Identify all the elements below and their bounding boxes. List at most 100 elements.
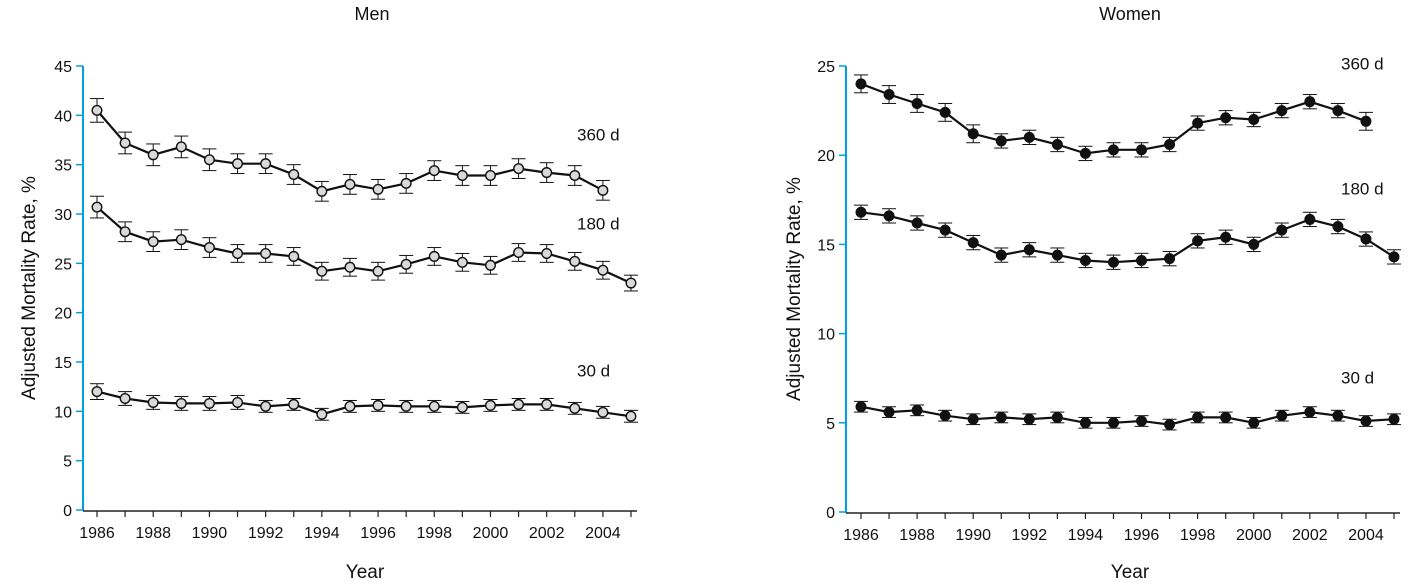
women-data-point — [1051, 138, 1063, 150]
men-x-tick-label: 2002 — [529, 525, 565, 542]
women-data-point — [1220, 112, 1232, 124]
women-x-tick-label: 1996 — [1124, 527, 1160, 544]
men-data-point — [569, 402, 581, 414]
men-y-tick-label: 15 — [54, 355, 72, 372]
women-data-point — [1304, 406, 1316, 418]
women-data-point — [1248, 417, 1260, 429]
women-series-label: 30 d — [1341, 369, 1374, 388]
men-x-tick-label: 1992 — [248, 525, 284, 542]
women-data-point — [1051, 411, 1063, 423]
women-data-point — [911, 404, 923, 416]
men-chart-title: Men — [354, 4, 389, 24]
men-y-tick-label: 40 — [54, 108, 72, 125]
women-data-point — [1164, 138, 1176, 150]
women-data-point — [1220, 411, 1232, 423]
women-data-point — [967, 128, 979, 140]
men-data-point — [344, 261, 356, 273]
men-y-tick-label: 45 — [54, 59, 72, 76]
men-data-point — [597, 264, 609, 276]
men-data-point — [288, 398, 300, 410]
women-series-30d: 30 d — [854, 369, 1401, 431]
men-data-point — [91, 386, 103, 398]
men-x-tick-label: 1998 — [416, 525, 452, 542]
women-y-tick-label: 10 — [817, 327, 835, 344]
women-data-point — [1051, 249, 1063, 261]
men-data-point — [203, 154, 215, 166]
women-data-point — [1164, 419, 1176, 431]
men-data-point — [232, 396, 244, 408]
men-data-point — [372, 265, 384, 277]
men-data-point — [147, 236, 159, 248]
men-data-point — [232, 247, 244, 259]
men-data-point — [484, 170, 496, 182]
men-data-point — [372, 399, 384, 411]
women-data-point — [1248, 114, 1260, 126]
women-data-point — [911, 217, 923, 229]
women-series-360d: 360 d — [854, 55, 1384, 162]
men-data-point — [91, 201, 103, 213]
women-data-point — [1164, 253, 1176, 265]
men-data-point — [316, 408, 328, 420]
men-data-point — [400, 400, 412, 412]
men-data-point — [484, 259, 496, 271]
women-x-tick-label: 2004 — [1348, 527, 1384, 544]
women-data-point — [995, 249, 1007, 261]
men-data-point — [175, 234, 187, 246]
women-data-point — [1332, 105, 1344, 117]
men-data-point — [569, 170, 581, 182]
men-data-point — [147, 149, 159, 161]
men-data-point — [260, 247, 272, 259]
women-data-point — [1023, 413, 1035, 425]
women-data-point — [1136, 254, 1148, 266]
women-data-point — [1192, 235, 1204, 247]
women-x-tick-label: 1988 — [899, 527, 935, 544]
men-y-tick-label: 5 — [63, 454, 72, 471]
women-data-point — [855, 206, 867, 218]
women-data-point — [1107, 144, 1119, 156]
women-series-label: 180 d — [1341, 180, 1384, 199]
women-x-axis-title: Year — [1111, 562, 1150, 583]
men-data-point — [597, 406, 609, 418]
women-data-point — [1023, 244, 1035, 256]
women-data-point — [939, 410, 951, 422]
men-data-point — [400, 258, 412, 270]
men-data-point — [260, 158, 272, 170]
men-data-point — [316, 265, 328, 277]
men-data-point — [428, 165, 440, 177]
women-data-point — [1192, 117, 1204, 129]
women-data-point — [1276, 224, 1288, 236]
women-chart-title: Women — [1099, 4, 1161, 24]
women-data-point — [1360, 233, 1372, 245]
men-data-point — [147, 396, 159, 408]
men-data-point — [175, 141, 187, 153]
women-data-point — [1079, 147, 1091, 159]
women-data-point — [1079, 417, 1091, 429]
men-data-point — [541, 398, 553, 410]
women-data-point — [995, 411, 1007, 423]
women-y-tick-label: 15 — [817, 237, 835, 254]
women-data-point — [1332, 221, 1344, 233]
men-data-point — [203, 242, 215, 254]
men-series-line — [96, 206, 632, 285]
women-data-point — [967, 237, 979, 249]
women-panel: Women 0 5 10 15 20 25 1986 1988 1990 1992 1994 1996 1… — [784, 4, 1401, 583]
men-data-point — [625, 410, 637, 422]
women-data-point — [1107, 417, 1119, 429]
women-data-point — [1276, 410, 1288, 422]
men-data-point — [288, 250, 300, 262]
women-y-axis-title: Adjusted Mortality Rate, % — [784, 177, 805, 401]
men-data-point — [428, 250, 440, 262]
women-data-point — [1136, 144, 1148, 156]
women-series-180d: 180 d — [854, 180, 1401, 270]
women-x-tick-label: 1992 — [1012, 527, 1048, 544]
men-data-point — [260, 400, 272, 412]
men-series-label: 360 d — [577, 126, 620, 145]
women-data-point — [1360, 115, 1372, 127]
men-x-tick-label: 2004 — [585, 525, 621, 542]
men-data-point — [175, 397, 187, 409]
women-data-point — [855, 401, 867, 413]
women-x-tick-label: 2000 — [1236, 527, 1272, 544]
women-series-label: 360 d — [1341, 55, 1384, 74]
men-data-point — [456, 401, 468, 413]
men-data-point — [541, 167, 553, 179]
